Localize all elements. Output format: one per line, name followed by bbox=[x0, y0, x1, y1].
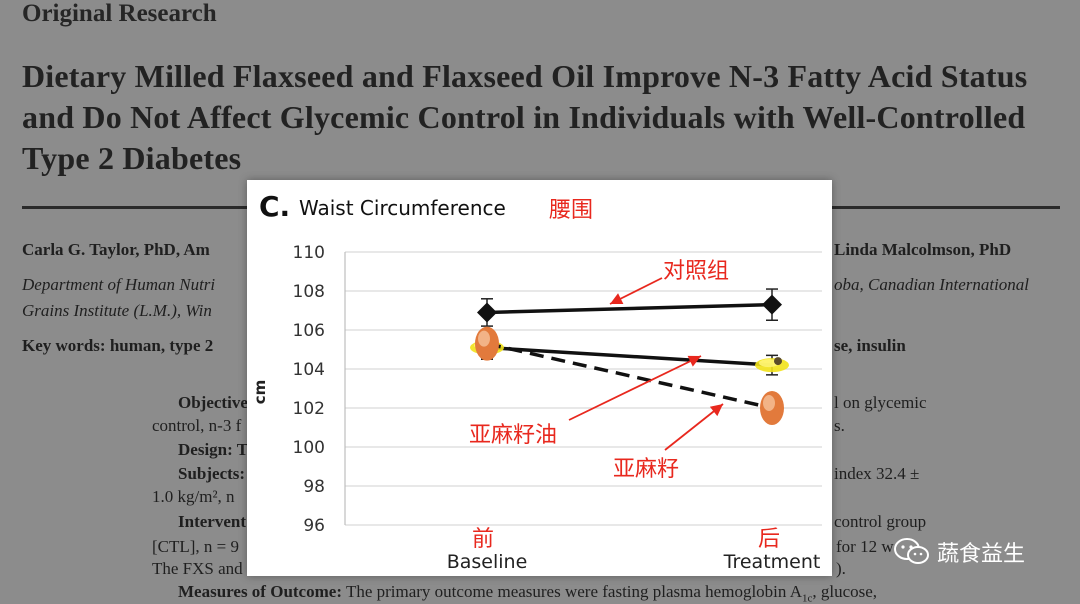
y-tick-label-96: 96 bbox=[303, 516, 325, 536]
arrow-flaxseed-head bbox=[709, 404, 723, 417]
annotation-control-group: 对照组 bbox=[663, 259, 729, 284]
design-label: Design: T bbox=[178, 440, 249, 459]
seed-highlight bbox=[478, 330, 490, 347]
outcome-line: Measures of Outcome: The primary outcome… bbox=[178, 582, 877, 604]
chart-panel: C. Waist Circumference 腰围 cm 96 98 100 102 1… bbox=[247, 180, 832, 576]
series-line-1 bbox=[486, 345, 773, 367]
subjects-right: index 32.4 ± bbox=[834, 464, 920, 483]
intervention-label: Intervent bbox=[178, 512, 246, 531]
x-cn-label-1: 后 bbox=[758, 527, 780, 552]
seed-highlight bbox=[763, 395, 775, 411]
chart-title-cn: 腰围 bbox=[549, 198, 593, 223]
arrow-flaxseed-oil-head bbox=[687, 355, 701, 367]
watermark: 蔬食益生 bbox=[893, 536, 1025, 568]
watermark-text: 蔬食益生 bbox=[937, 542, 1026, 567]
series-line-0 bbox=[486, 302, 773, 315]
flaxseed-icon bbox=[760, 391, 784, 425]
section-label: Original Research bbox=[22, 0, 217, 27]
bmi-left: 1.0 kg/m², n bbox=[152, 487, 235, 506]
panel-letter: C. bbox=[259, 190, 290, 223]
ctl-right: for 12 w bbox=[836, 537, 894, 556]
y-tick-label-102: 102 bbox=[293, 399, 325, 419]
intervention-right: control group bbox=[834, 512, 927, 531]
point-marker-0-0 bbox=[477, 302, 497, 323]
authors-right: Linda Malcolmson, PhD bbox=[834, 240, 1012, 259]
y-tick-label-98: 98 bbox=[303, 477, 325, 497]
y-axis-label: cm bbox=[251, 380, 269, 405]
objective-right: l on glycemic bbox=[834, 393, 927, 412]
series-line-2 bbox=[486, 341, 773, 410]
outcome-label: Measures of Outcome: bbox=[178, 582, 342, 601]
fxs-left: The FXS and bbox=[152, 559, 243, 578]
series-layer bbox=[470, 288, 789, 425]
annotation-flaxseed: 亚麻籽 bbox=[613, 457, 679, 482]
authors-left: Carla G. Taylor, PhD, Am bbox=[22, 240, 210, 259]
y-tick-label-106: 106 bbox=[293, 321, 325, 341]
fxs-right: ). bbox=[836, 559, 846, 578]
grid-layer bbox=[344, 251, 822, 526]
chart-title: Waist Circumference bbox=[299, 196, 506, 220]
flaxseed-icon bbox=[475, 326, 499, 361]
waist-circumference-chart: C. Waist Circumference 腰围 cm 96 98 100 102 1… bbox=[251, 190, 822, 573]
arrow-control-head bbox=[610, 293, 624, 304]
x-cn-label-0: 前 bbox=[472, 527, 494, 552]
control-left: control, n-3 f bbox=[152, 416, 242, 435]
wechat-icon bbox=[894, 538, 929, 564]
y-tick-label-104: 104 bbox=[293, 360, 325, 380]
x-tick-label-baseline: Baseline bbox=[447, 551, 528, 573]
arrow-flaxseed-shaft bbox=[664, 403, 724, 451]
ctl-left: [CTL], n = 9 bbox=[152, 537, 240, 556]
x-tick-label-treatment: Treatment bbox=[723, 551, 821, 573]
y-tick-label-100: 100 bbox=[293, 438, 325, 458]
control-right: s. bbox=[834, 416, 845, 435]
outcome-text: The primary outcome measures were fastin… bbox=[345, 582, 802, 601]
point-marker-0-1 bbox=[762, 294, 782, 315]
affiliation-left-2: Grains Institute (L.M.), Win bbox=[22, 301, 212, 320]
capsule-seed bbox=[774, 357, 782, 366]
y-tick-label-108: 108 bbox=[293, 282, 325, 302]
keywords-right: se, insulin bbox=[834, 336, 906, 355]
annotation-flaxseed-oil: 亚麻籽油 bbox=[469, 423, 557, 448]
y-tick-layer: 96 98 100 102 104 106 108 110 bbox=[293, 243, 325, 536]
subjects-label: Subjects: bbox=[178, 464, 246, 483]
outcome-tail: , glucose, bbox=[812, 582, 878, 601]
affiliation-left-1: Department of Human Nutri bbox=[22, 275, 216, 294]
arrow-flaxseed-oil-shaft bbox=[568, 355, 702, 421]
paper-title: Dietary Milled Flaxseed and Flaxseed Oil… bbox=[22, 58, 1028, 176]
objective-label: Objective bbox=[178, 393, 248, 412]
keywords-left: Key words: human, type 2 bbox=[22, 336, 214, 355]
outcome-subscript: 1c bbox=[801, 592, 813, 604]
y-tick-label-110: 110 bbox=[293, 243, 325, 263]
oil-capsule-icon bbox=[755, 357, 789, 373]
affiliation-right-1: oba, Canadian International bbox=[834, 275, 1030, 294]
